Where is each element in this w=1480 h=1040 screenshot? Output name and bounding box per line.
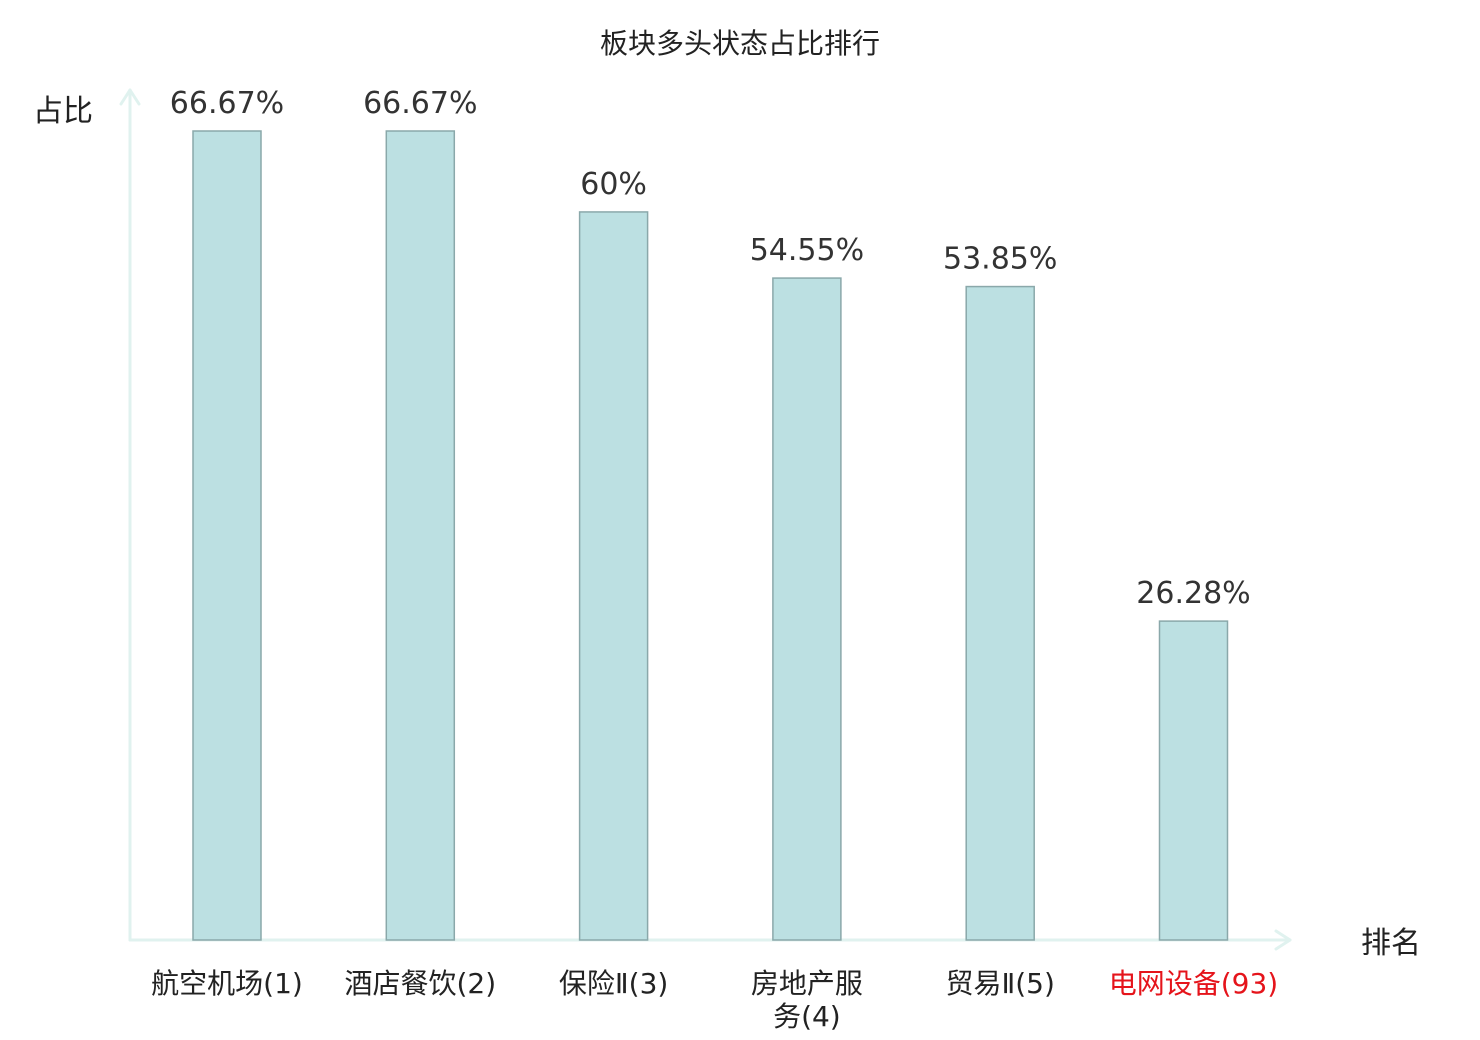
x-tick-label: 务(4)	[773, 1000, 841, 1033]
y-axis-arrow	[119, 88, 141, 106]
x-tick-label: 酒店餐饮(2)	[344, 967, 496, 1000]
x-axis-arrow	[1274, 929, 1292, 951]
bar	[1158, 620, 1229, 941]
bar-value-label: 26.28%	[1136, 576, 1250, 611]
x-tick-label: 航空机场(1)	[151, 967, 303, 1000]
x-tick-label: 保险Ⅱ(3)	[559, 967, 668, 1000]
x-tick-label: 房地产服	[751, 967, 863, 1000]
bar	[192, 130, 262, 941]
bars	[192, 130, 1229, 941]
bar-value-label: 54.55%	[750, 233, 864, 268]
bar-value-label: 53.85%	[943, 242, 1057, 277]
bar-value-label: 66.67%	[170, 86, 284, 121]
bar	[578, 211, 649, 941]
x-tick-label: 贸易Ⅱ(5)	[945, 967, 1054, 1000]
bar-value-label: 60%	[580, 167, 647, 202]
bar	[772, 277, 842, 941]
x-tick-label: 电网设备(93)	[1109, 967, 1278, 1000]
bar-value-label: 66.67%	[363, 86, 477, 121]
value-labels: 66.67% 66.67% 60% 54.55% 53.85% 26.28%	[170, 86, 1251, 611]
axes	[119, 88, 1292, 951]
bar	[965, 285, 1035, 941]
chart-title: 板块多头状态占比排行	[600, 27, 880, 60]
y-axis-label: 占比	[33, 94, 93, 129]
bar	[385, 130, 456, 941]
x-axis-label: 排名	[1361, 926, 1421, 961]
